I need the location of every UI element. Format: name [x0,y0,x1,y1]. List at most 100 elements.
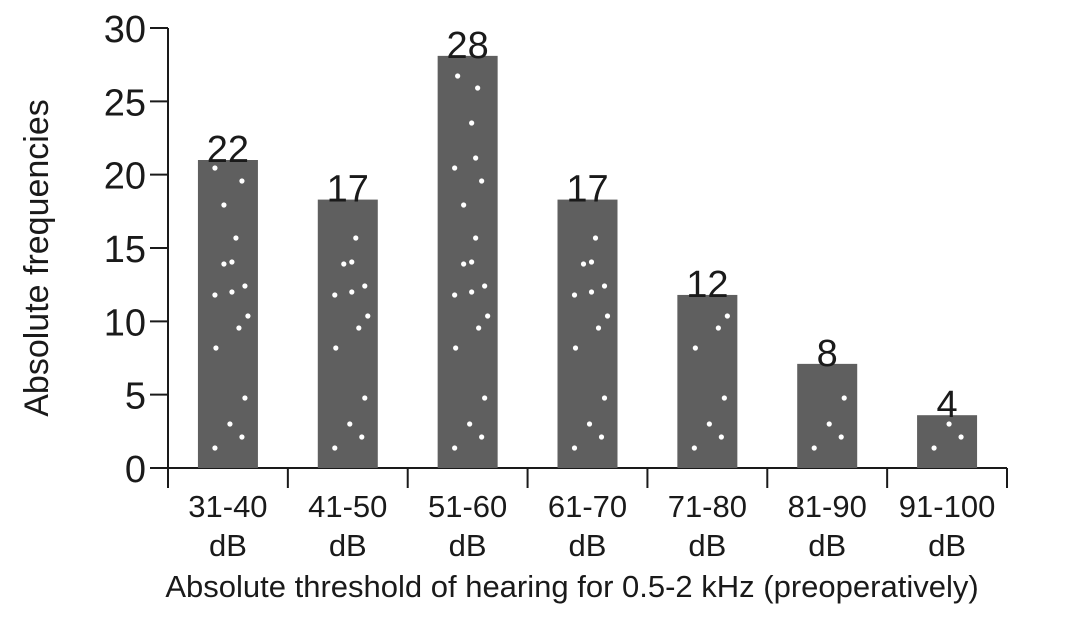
x-tick-label-unit: dB [688,528,726,563]
bar-dot [332,292,338,298]
x-axis-title: Absolute threshold of hearing for 0.5-2 … [165,569,978,604]
bar-dot [724,313,730,319]
bar-dot [239,178,245,184]
bar-dot [571,292,578,298]
x-tick-label: 41-50 [308,489,387,524]
bar [557,199,618,468]
bar-dot [571,445,578,451]
y-tick-label: 25 [104,82,146,124]
bar-dot [485,313,491,319]
bar-group [677,294,738,468]
bar-dot [595,325,602,331]
y-tick-label: 10 [104,302,146,344]
bar-dot [236,325,242,331]
bar-group [797,363,858,468]
x-tick-label: 81-90 [788,489,867,524]
bar-dot [476,325,482,331]
x-tick-label: 51-60 [428,489,507,524]
bar-dot [572,345,579,351]
bar-dot [362,395,368,401]
bar-dot [598,434,605,440]
bar-dot [453,345,459,351]
bar-dot [356,325,362,331]
bar-dot [715,325,721,331]
bar-dot [353,235,359,241]
bar-dot [239,434,245,440]
bar-group [917,415,978,468]
x-tick-label-unit: dB [329,528,367,563]
x-tick-label: 91-100 [899,489,996,524]
y-tick-label: 5 [125,376,146,418]
bar-dot [467,421,473,427]
bar-dot [946,421,952,427]
bar-group [557,199,618,468]
bar-dot [349,259,355,265]
bar [797,363,858,468]
bar-dot [245,313,251,319]
x-tick-label-unit: dB [209,528,247,563]
bar-dot [691,445,697,451]
bar-dot [455,73,461,79]
bar-dot [588,259,595,265]
bar-dot [604,313,611,319]
bar-dot [229,259,235,265]
x-axis: 31-40 dB 41-50 dB 51-60 dB 61-70 dB 71-80 dB 81-90… [167,467,1008,563]
bar-group [197,160,258,468]
y-tick-label: 20 [104,156,146,198]
y-axis-title: Absolute frequencies [18,99,56,417]
bar-dot [692,345,698,351]
bar-dot [838,434,844,440]
y-tick-label: 0 [125,449,146,491]
bar-dot [359,434,365,440]
bar-dot [473,235,479,241]
y-tick-label: 30 [104,9,146,51]
bar-group [437,55,498,468]
bar-dot [341,261,347,267]
bar-dot [811,445,817,451]
bar-value-label: 17 [566,169,608,211]
y-axis: 0 5 10 15 20 25 30 [104,9,169,491]
x-tick-label: 61-70 [548,489,627,524]
bar-dot [229,289,235,295]
bar-dot [233,235,239,241]
bar-dot [212,445,218,451]
bar-dot [592,235,599,241]
bar-dot [227,421,233,427]
bar-dot [469,120,475,126]
bar-dot [580,261,587,267]
bar-dot [482,395,488,401]
bar-value-label: 4 [937,384,958,426]
bar-dot [931,445,937,451]
bar-dot [721,395,727,401]
bar-dot [221,202,227,208]
bar [677,294,738,468]
bar-dot [461,261,467,267]
bar-dot [586,421,593,427]
bar-dot [242,283,248,289]
bar-dot [482,283,488,289]
bar-dot [588,289,595,295]
x-tick-label-unit: dB [808,528,846,563]
bar-group [317,199,378,468]
bar-value-label: 12 [686,264,728,306]
bar-dot [826,421,832,427]
x-tick-label: 31-40 [188,489,267,524]
bar-dot [452,292,458,298]
x-tick-label-unit: dB [449,528,487,563]
bar-dot [958,434,964,440]
bar-dot [362,283,368,289]
x-tick-label-unit: dB [569,528,607,563]
bar-dot [473,155,479,161]
bars [197,55,978,468]
bar-dot [706,421,712,427]
bar-dot [841,395,847,401]
x-tick-label-unit: dB [928,528,966,563]
bar-dot [452,165,458,171]
bar-dot [221,261,227,267]
bar-dot [469,259,475,265]
x-tick-label: 71-80 [668,489,747,524]
bar-value-label: 22 [207,129,249,171]
bar-dot [349,289,355,295]
bar-dot [601,283,608,289]
